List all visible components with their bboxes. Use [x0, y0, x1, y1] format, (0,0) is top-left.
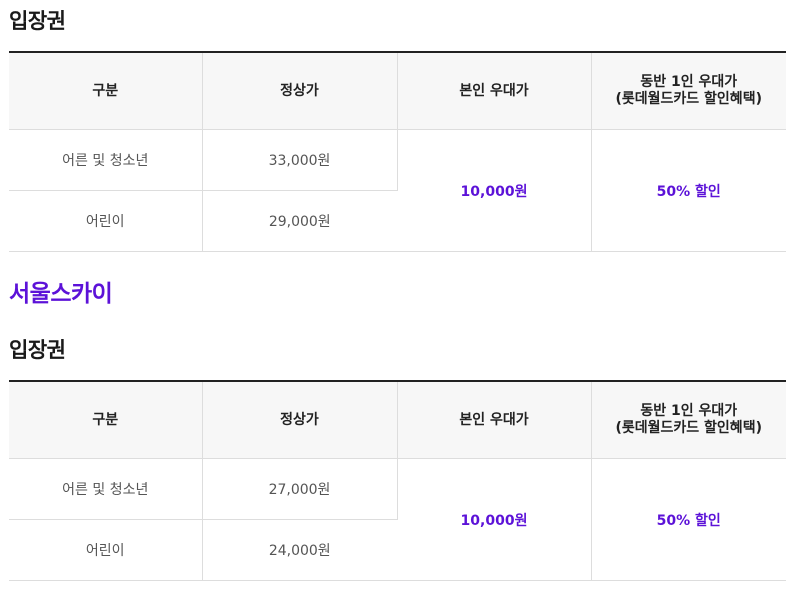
price-cell: 27,000원: [202, 458, 398, 520]
section-title-admission: 입장권: [9, 338, 66, 362]
header-companion-line2: (롯데월드카드 할인혜택): [615, 420, 762, 436]
table-header-row: 구분 정상가 본인 우대가 동반 1인 우대가 (롯데월드카드 할인혜택): [9, 381, 786, 459]
companion-discount-cell: 50% 할인: [591, 458, 786, 581]
category-cell: 어른 및 청소년: [9, 129, 203, 191]
header-category: 구분: [9, 381, 203, 459]
price-cell: 24,000원: [202, 519, 397, 581]
header-regular-price: 정상가: [202, 52, 398, 130]
table-row: 어린이 29,000원: [9, 190, 786, 252]
category-cell: 어린이: [9, 519, 203, 581]
header-companion-line1: 동반 1인 우대가: [640, 74, 738, 90]
table-row: 어른 및 청소년 33,000원 10,000원 50% 할인: [9, 129, 786, 252]
table-row: 어린이 24,000원: [9, 519, 786, 581]
header-self-discount: 본인 우대가: [397, 52, 592, 130]
category-cell: 어른 및 청소년: [9, 458, 203, 520]
self-discount-cell: 10,000원: [397, 129, 592, 252]
category-cell: 어린이: [9, 190, 203, 252]
section-title-admission: 입장권: [9, 9, 66, 33]
header-category: 구분: [9, 52, 203, 130]
header-regular-price: 정상가: [202, 381, 398, 459]
self-discount-cell: 10,000원: [397, 458, 592, 581]
header-companion-line1: 동반 1인 우대가: [640, 403, 738, 419]
table-row: 어른 및 청소년 27,000원 10,000원 50% 할인: [9, 458, 786, 581]
header-companion-discount: 동반 1인 우대가 (롯데월드카드 할인혜택): [591, 381, 786, 459]
section-title-seoul-sky: 서울스카이: [9, 281, 113, 307]
price-cell: 29,000원: [202, 190, 397, 252]
table-header-row: 구분 정상가 본인 우대가 동반 1인 우대가 (롯데월드카드 할인혜택): [9, 52, 786, 130]
header-self-discount: 본인 우대가: [397, 381, 592, 459]
price-cell: 33,000원: [202, 129, 398, 191]
companion-discount-cell: 50% 할인: [591, 129, 786, 252]
price-table: 구분 정상가 본인 우대가 동반 1인 우대가 (롯데월드카드 할인혜택) 어른…: [9, 380, 786, 581]
header-companion-line2: (롯데월드카드 할인혜택): [615, 91, 762, 107]
header-companion-discount: 동반 1인 우대가 (롯데월드카드 할인혜택): [591, 52, 786, 130]
price-table: 구분 정상가 본인 우대가 동반 1인 우대가 (롯데월드카드 할인혜택) 어른…: [9, 51, 786, 252]
